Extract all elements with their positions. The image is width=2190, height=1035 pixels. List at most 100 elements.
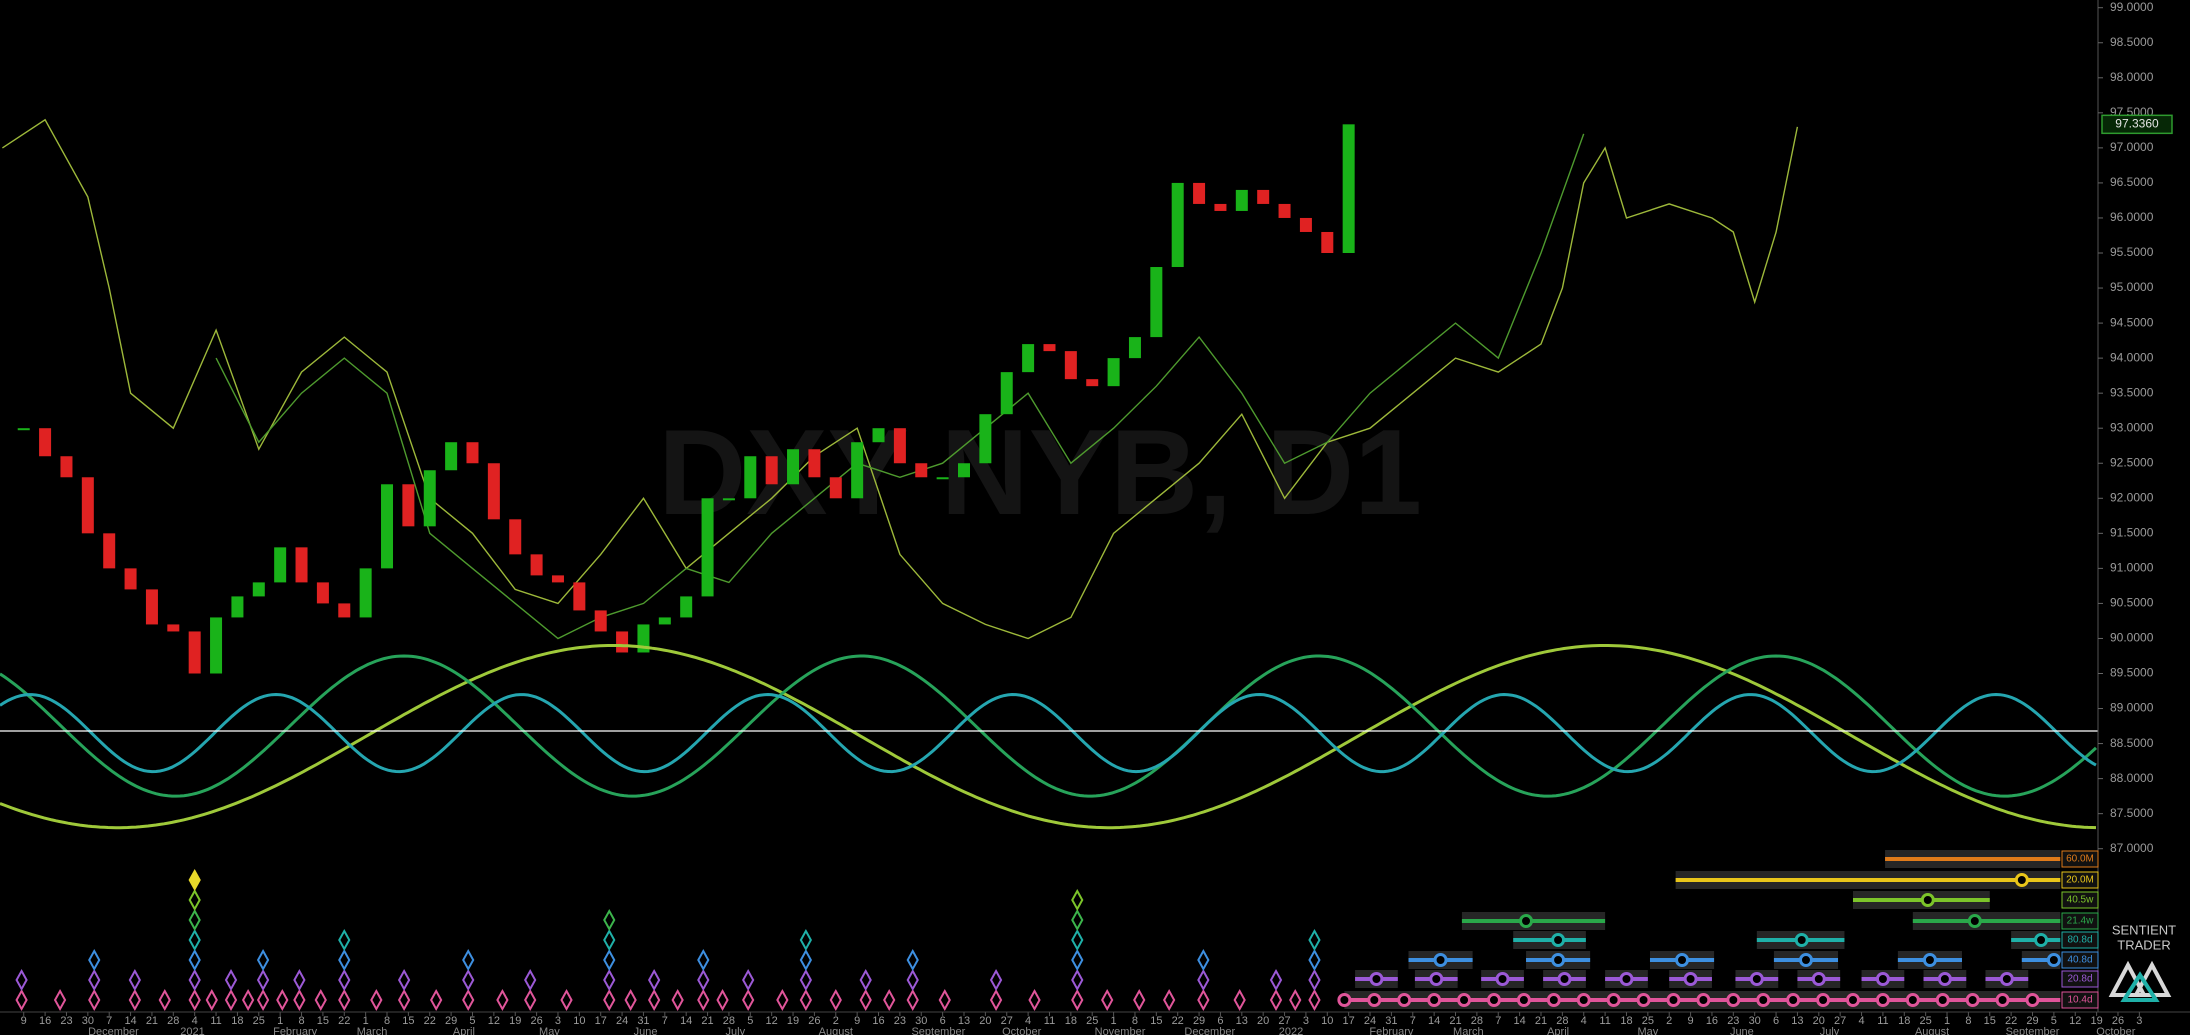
candle [423,470,436,527]
y-tick-label: 92.0000 [2110,490,2154,504]
trough-diamond [224,988,238,1012]
cycle-trough [2014,873,2029,887]
y-tick-label: 94.5000 [2110,315,2154,329]
x-tick-label: 9 [854,1015,860,1027]
trough-diamond [15,968,28,992]
y-tick-label: 96.0000 [2110,210,2154,224]
x-tick-label: 23 [60,1015,72,1027]
trough-diamond [293,988,306,1012]
x-tick-label: 30 [1749,1015,1761,1027]
trough-diamond [462,988,475,1012]
candle [60,456,73,478]
x-tick-label: 16 [1706,1015,1718,1027]
trough-diamond [1308,968,1321,992]
x-tick-label: 30 [82,1015,94,1027]
x-tick-label: 27 [1001,1015,1013,1027]
month-label: April [453,1026,475,1035]
trough-diamond [53,988,67,1012]
cycle-trough [1794,933,1809,947]
month-label: October [1002,1026,1041,1035]
trough-diamond [128,968,141,992]
candle [787,449,800,485]
x-tick-label: 24 [616,1015,628,1027]
trough-diamond [1163,988,1176,1012]
x-tick-label: 21 [1535,1015,1547,1027]
overlay-line [215,133,1585,640]
x-tick-label: 22 [424,1015,436,1027]
candle [274,547,287,583]
trough-diamond [647,968,661,992]
trough-diamond [241,988,255,1012]
cycle-label-box [2061,970,2099,988]
cycle-wave [0,654,2098,798]
x-tick-label: 8 [1132,1015,1138,1027]
trough-diamond [799,928,813,952]
candle [1278,203,1291,218]
trough-diamond [1197,948,1210,972]
cycle-trough [1551,953,1566,967]
month-label: September [911,1026,965,1035]
trough-diamond [188,968,201,992]
cycle-label: 40.5w [2067,895,2094,906]
x-tick-label: 3 [1303,1015,1309,1027]
x-tick-label: 1 [1111,1015,1117,1027]
candle [551,575,564,583]
x-tick-label: 12 [488,1015,500,1027]
cycle-trough [1576,993,1591,1007]
cycle-wave [0,692,2097,774]
candle [124,568,137,590]
trough-diamond [1071,888,1084,912]
y-tick-label: 87.0000 [2110,841,2154,855]
trough-diamond [697,988,710,1012]
last-price-label: 97.3360 [2115,116,2159,130]
month-label: August [1915,1026,1949,1035]
x-tick-label: 1 [1944,1015,1950,1027]
month-label: November [1095,1026,1146,1035]
x-tick-label: 16 [872,1015,884,1027]
trough-diamond [776,988,789,1012]
trough-diamond [397,988,411,1012]
cycle-trough [1516,993,1531,1007]
x-tick-label: 13 [1791,1015,1803,1027]
cycle-trough [1786,993,1801,1007]
cycle-trough [1965,993,1980,1007]
brand-shape [2120,971,2160,1002]
x-tick-label: 11 [1877,1015,1888,1027]
cycle-trough [1875,993,1890,1007]
trough-diamond [989,988,1003,1012]
candle [1171,182,1184,268]
trough-diamond [314,988,327,1012]
trough-diamond [624,988,637,1012]
x-tick-label: 21 [146,1015,158,1027]
x-tick-label: 4 [1025,1015,1031,1027]
y-tick-label: 91.5000 [2110,526,2154,540]
trough-diamond [338,928,351,952]
x-tick-label: 19 [787,1015,799,1027]
cycle-label-box [2061,951,2099,969]
candle [338,603,351,618]
x-tick-label: 29 [2026,1015,2038,1027]
trough-diamond [697,968,710,992]
candle [851,442,864,499]
trough-diamond [1071,988,1084,1012]
cycle-trough [1935,993,1950,1007]
trough-diamond [829,988,842,1012]
trough-diamond [697,948,710,972]
x-tick-label: 3 [2136,1015,2142,1027]
trough-diamond [859,988,872,1012]
x-tick-label: 12 [766,1015,778,1027]
trough-diamond [188,928,201,952]
x-tick-label: 5 [747,1015,753,1027]
y-tick-label: 93.5000 [2110,385,2154,399]
trough-diamond [989,968,1003,992]
trough-diamond [1308,928,1321,952]
y-tick-label: 88.0000 [2110,771,2154,785]
cycle-trough [1798,953,1813,967]
x-tick-label: 26 [530,1015,542,1027]
x-tick-label: 15 [1150,1015,1162,1027]
candle [1043,344,1056,352]
trough-diamond [603,948,616,972]
candle [359,568,372,618]
